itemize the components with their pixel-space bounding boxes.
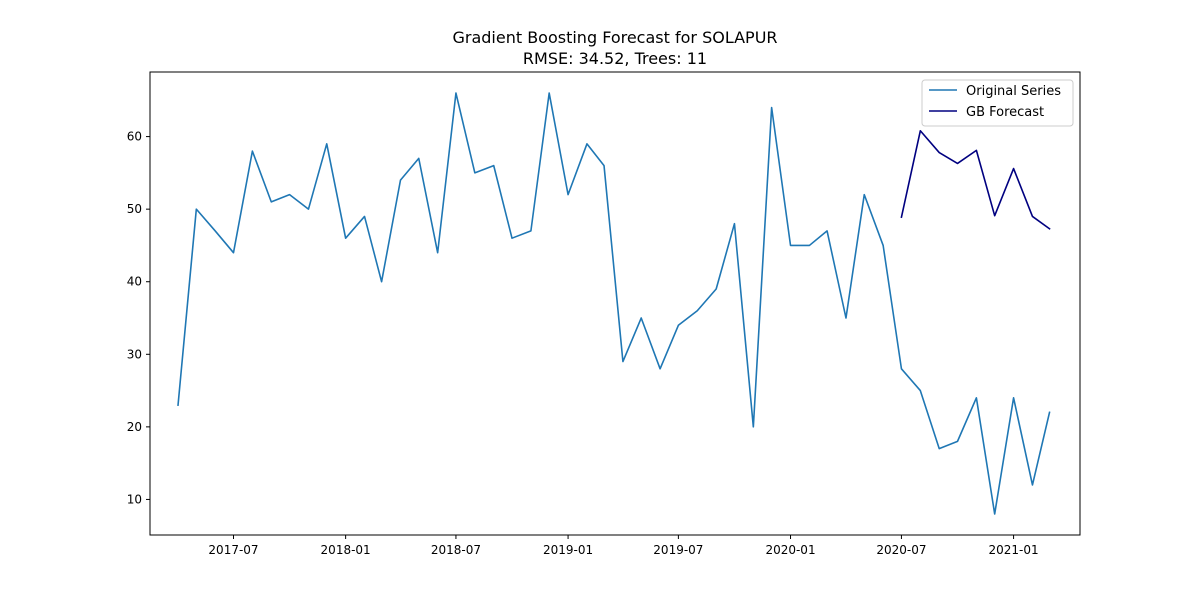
chart-title: Gradient Boosting Forecast for SOLAPUR — [452, 28, 777, 47]
x-tick-label: 2019-01 — [543, 543, 593, 557]
y-tick-label: 40 — [127, 275, 142, 289]
legend: Original Series GB Forecast — [921, 79, 1074, 127]
x-tick-label: 2020-07 — [876, 543, 926, 557]
x-tick-label: 2018-01 — [321, 543, 371, 557]
y-tick-label: 60 — [127, 130, 142, 144]
legend-label: GB Forecast — [966, 105, 1044, 120]
x-tick-label: 2017-07 — [208, 543, 258, 557]
y-tick-label: 50 — [127, 202, 142, 216]
y-tick-label: 10 — [127, 492, 142, 506]
series-line-1 — [177, 92, 1051, 515]
y-tick-label: 20 — [127, 420, 142, 434]
legend-box — [921, 79, 1074, 127]
chart-subtitle: RMSE: 34.52, Trees: 11 — [523, 49, 707, 68]
x-tick-label: 2021-01 — [989, 543, 1039, 557]
legend-label: Original Series — [966, 84, 1061, 99]
y-tick-label: 30 — [127, 347, 142, 361]
x-tick-label: 2019-07 — [653, 543, 703, 557]
x-tick-label: 2020-01 — [765, 543, 815, 557]
x-tick-label: 2018-07 — [431, 543, 481, 557]
plot-frame — [149, 71, 1081, 536]
series-line-2 — [900, 129, 1051, 230]
